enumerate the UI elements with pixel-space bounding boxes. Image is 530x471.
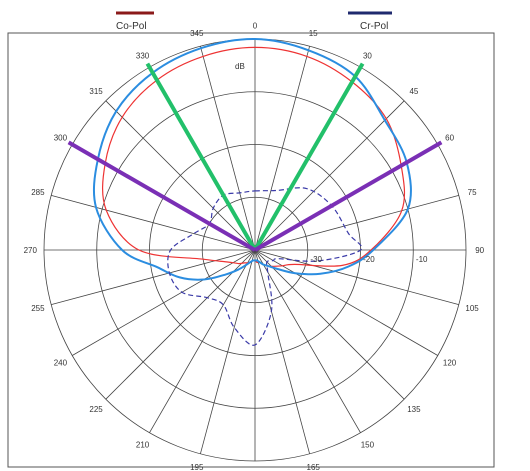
- grid-spoke-285: [51, 195, 256, 251]
- overlay-purple-60: [253, 140, 443, 252]
- grid-spoke-15: [254, 46, 310, 251]
- overlay-purple-300: [67, 140, 257, 252]
- angle-tick-120: 120: [443, 358, 457, 367]
- grid-spoke-255: [51, 249, 256, 305]
- angle-tick-165: 165: [307, 463, 321, 471]
- grid-spoke-135: [254, 249, 405, 400]
- legend: Co-Pol Cr-Pol: [116, 11, 392, 32]
- angle-tick-195: 195: [190, 463, 204, 471]
- legend-label-co-pol: Co-Pol: [116, 21, 147, 32]
- angle-tick-45: 45: [409, 87, 418, 96]
- radial-tick-1: -20: [363, 255, 375, 264]
- overlay-green-330: [145, 62, 257, 252]
- angle-tick-330: 330: [136, 51, 150, 60]
- grid-spoke-210: [149, 249, 256, 433]
- angle-tick-30: 30: [363, 51, 372, 60]
- angle-tick-60: 60: [445, 134, 454, 143]
- grid-spoke-240: [72, 249, 256, 356]
- grid-spoke-105: [254, 249, 459, 305]
- plot-frame: [7, 32, 495, 468]
- unit-label: dB: [235, 62, 245, 71]
- radial-tick-0: -30: [310, 255, 322, 264]
- tick-labels: 0153045607590105120135150165180195210225…: [24, 21, 485, 471]
- angle-tick-105: 105: [465, 304, 479, 313]
- grid-spoke-315: [105, 100, 256, 251]
- legend-label-cr-pol: Cr-Pol: [360, 21, 388, 32]
- grid-spoke-195: [200, 249, 256, 454]
- grid-spoke-45: [254, 100, 405, 251]
- angle-tick-150: 150: [361, 441, 375, 450]
- angle-tick-15: 15: [309, 29, 318, 38]
- radial-tick-2: -10: [416, 255, 428, 264]
- grid-spoke-225: [105, 249, 256, 400]
- overlay-lines: [67, 62, 443, 252]
- angle-tick-345: 345: [190, 29, 204, 38]
- angle-tick-300: 300: [54, 134, 68, 143]
- angle-tick-225: 225: [89, 405, 103, 414]
- angle-tick-285: 285: [31, 188, 45, 197]
- series-group: [92, 37, 412, 346]
- angle-tick-240: 240: [54, 358, 68, 367]
- grid-spoke-150: [254, 249, 361, 433]
- angle-tick-255: 255: [31, 304, 45, 313]
- angle-tick-135: 135: [407, 405, 421, 414]
- grid-spoke-345: [200, 46, 256, 251]
- angle-tick-90: 90: [475, 246, 484, 255]
- angle-tick-0: 0: [253, 21, 258, 30]
- angle-tick-75: 75: [468, 188, 477, 197]
- grid-spoke-75: [254, 195, 459, 251]
- grid-spoke-120: [254, 249, 438, 356]
- angle-tick-315: 315: [89, 87, 103, 96]
- angle-tick-270: 270: [24, 246, 38, 255]
- grid-spoke-165: [254, 249, 310, 454]
- angle-tick-210: 210: [136, 441, 150, 450]
- series-line-1: [92, 37, 412, 281]
- overlay-green-30: [253, 62, 365, 251]
